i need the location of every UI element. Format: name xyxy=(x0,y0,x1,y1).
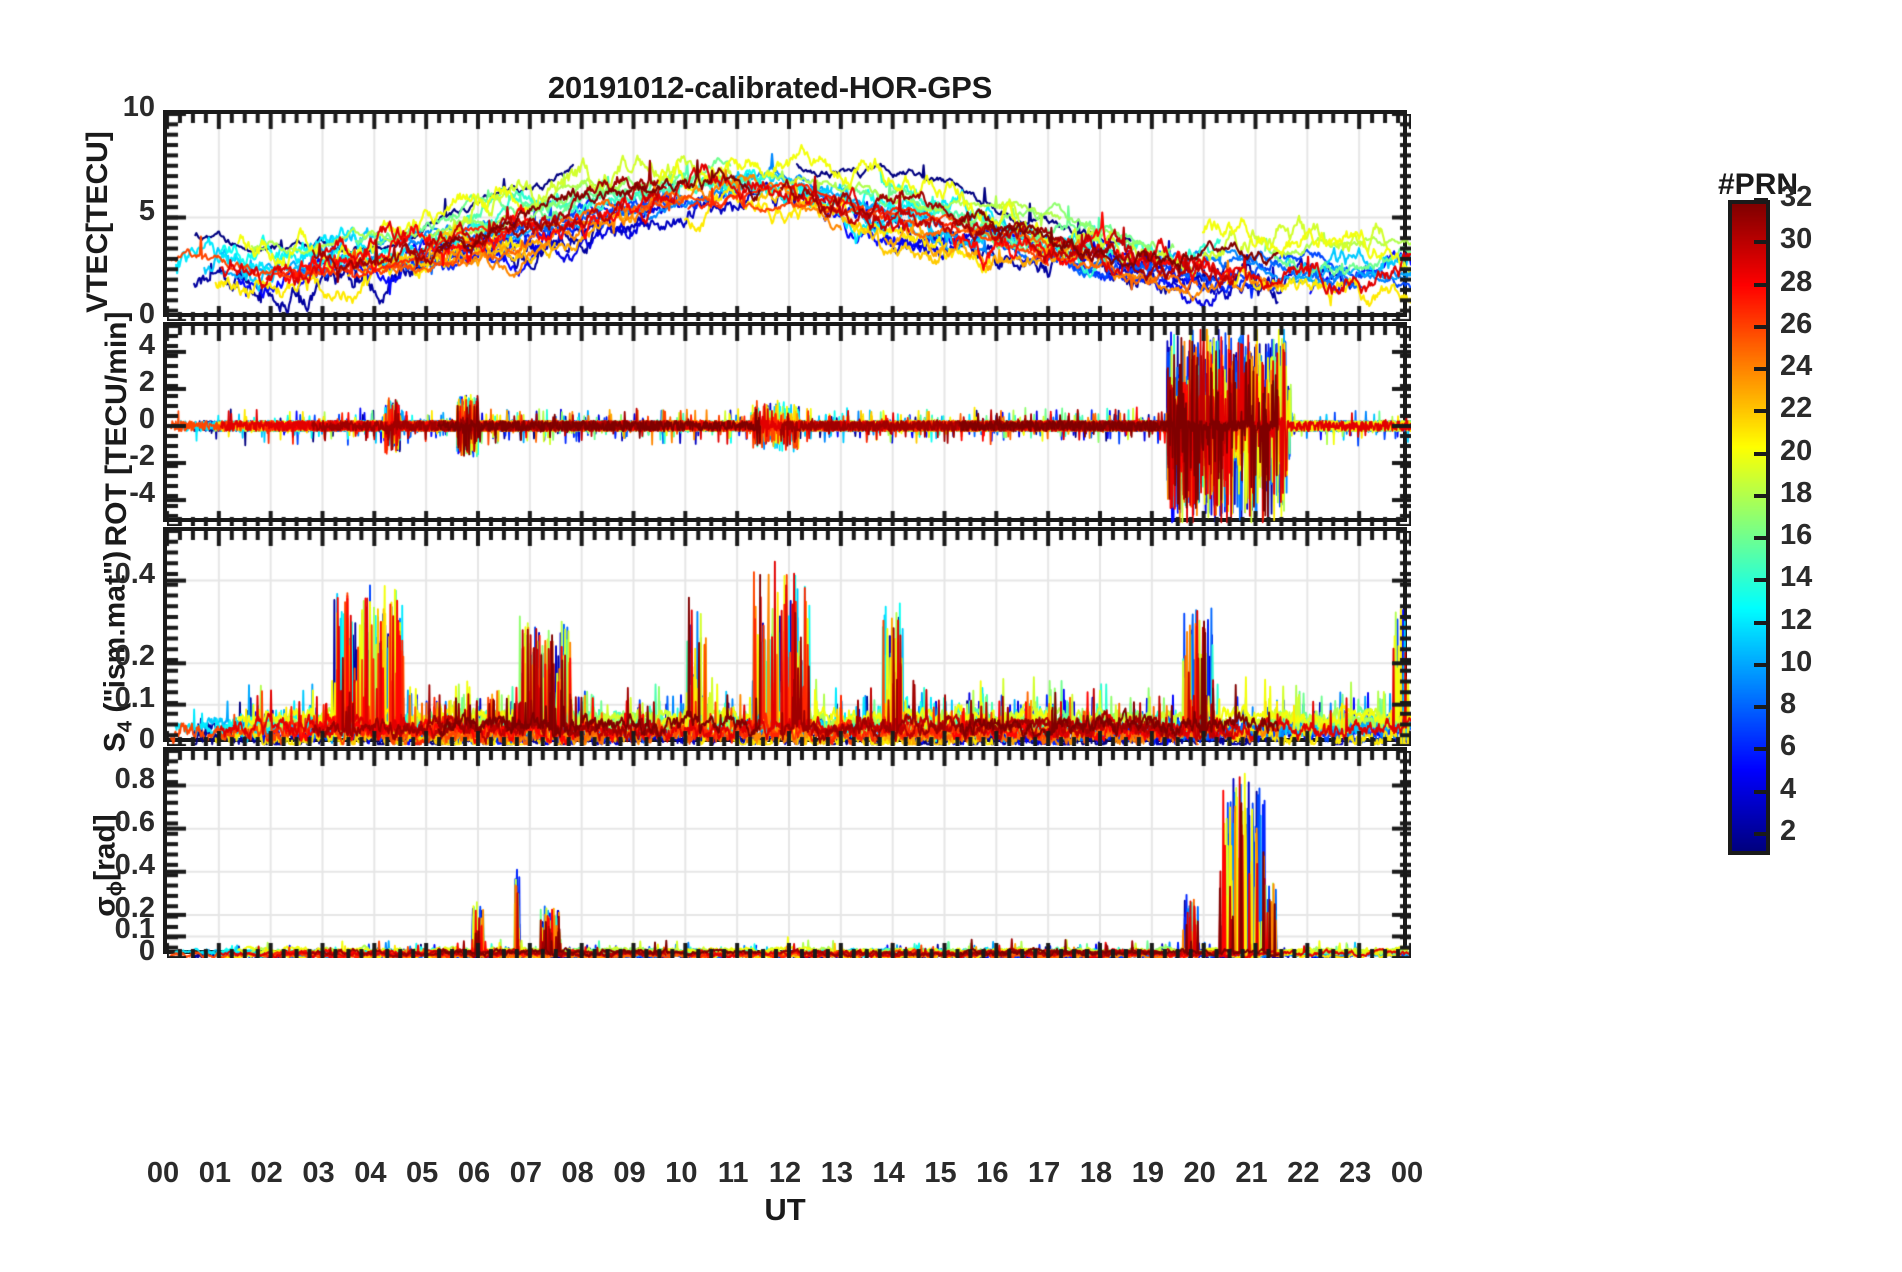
vtec-canvas xyxy=(167,114,1411,321)
xtick-22-22: 22 xyxy=(1287,1157,1320,1189)
xtick-14-14: 14 xyxy=(872,1157,905,1189)
sigma-phi-canvas xyxy=(167,751,1411,958)
colorbar-tickmark-22 xyxy=(1754,409,1768,414)
colorbar-tick-26: 26 xyxy=(1780,307,1813,340)
page-title: 20191012-calibrated-HOR-GPS xyxy=(547,70,993,105)
xtick-02-2: 02 xyxy=(250,1157,283,1189)
colorbar-gradient xyxy=(1732,204,1766,851)
colorbar-tick-28: 28 xyxy=(1780,265,1813,298)
xtick-19-19: 19 xyxy=(1131,1157,1164,1189)
xtick-20-20: 20 xyxy=(1183,1157,1216,1189)
rot-ytick-1: 2 xyxy=(138,365,155,398)
xtick-18-18: 18 xyxy=(1079,1157,1113,1189)
s4-ytick-0: 0.4 xyxy=(114,557,155,590)
xtick-12-12: 12 xyxy=(768,1157,802,1189)
colorbar-tickmark-18 xyxy=(1754,493,1768,498)
colorbar-tick-32: 32 xyxy=(1780,181,1813,213)
colorbar-tickmark-28 xyxy=(1754,282,1768,287)
xtick-03-3: 03 xyxy=(302,1157,335,1189)
vtec-ytick-0: 10 xyxy=(122,91,155,123)
s4-ytick-1: 0.2 xyxy=(114,640,155,673)
colorbar-tickmark-6 xyxy=(1754,747,1768,752)
colorbar-tickmark-32 xyxy=(1754,198,1768,202)
xtick-17-17: 17 xyxy=(1028,1157,1061,1189)
colorbar-tickmark-8 xyxy=(1754,705,1768,710)
xtick-05-5: 05 xyxy=(406,1157,439,1189)
colorbar-tickmark-24 xyxy=(1754,367,1768,372)
colorbar-tick-24: 24 xyxy=(1780,350,1813,383)
rot-ytick-4: -4 xyxy=(129,477,155,510)
plot-panel-s4 xyxy=(163,527,1411,746)
sigma-phi-ytick-4: 0.1 xyxy=(114,913,155,946)
rot-ytick-3: -2 xyxy=(129,440,155,473)
xtick-00-24: 00 xyxy=(1390,1157,1424,1189)
xtick-21-21: 21 xyxy=(1235,1157,1268,1189)
x-axis-label: UT xyxy=(764,1192,806,1227)
colorbar-tick-8: 8 xyxy=(1780,688,1797,721)
colorbar-tickmark-16 xyxy=(1754,536,1768,541)
vtec-ytick-2: 0 xyxy=(138,298,155,330)
rot-canvas xyxy=(167,326,1411,526)
sigma-phi-ytick-5: 0 xyxy=(138,935,155,967)
sigma-phi-ytick-3: 0.2 xyxy=(114,891,155,924)
xtick-16-16: 16 xyxy=(976,1157,1009,1189)
xtick-07-7: 07 xyxy=(509,1157,542,1189)
s4-ytick-2: 0.1 xyxy=(114,681,155,714)
xtick-00-0: 00 xyxy=(146,1157,180,1189)
colorbar-tick-2: 2 xyxy=(1780,814,1797,847)
colorbar-tickmark-2 xyxy=(1754,831,1768,836)
rot-ytick-0: 4 xyxy=(138,328,155,361)
colorbar-tickmark-12 xyxy=(1754,620,1768,625)
xtick-10-10: 10 xyxy=(665,1157,698,1189)
colorbar-tick-30: 30 xyxy=(1780,223,1813,256)
colorbar-tick-20: 20 xyxy=(1780,434,1813,467)
xtick-04-4: 04 xyxy=(354,1157,387,1189)
xtick-13-13: 13 xyxy=(820,1157,853,1189)
colorbar-tick-14: 14 xyxy=(1780,561,1813,594)
colorbar-tickmark-4 xyxy=(1754,789,1768,794)
xtick-15-15: 15 xyxy=(924,1157,957,1189)
xtick-06-6: 06 xyxy=(457,1157,491,1189)
colorbar-tickmark-26 xyxy=(1754,324,1768,329)
xtick-23-23: 23 xyxy=(1339,1157,1372,1189)
colorbar xyxy=(1728,200,1770,855)
colorbar-tick-16: 16 xyxy=(1780,519,1813,552)
xtick-01-1: 01 xyxy=(198,1157,231,1189)
colorbar-tickmark-10 xyxy=(1754,662,1768,667)
s4-canvas xyxy=(167,531,1411,746)
xtick-09-9: 09 xyxy=(613,1157,646,1189)
colorbar-tickmark-14 xyxy=(1754,578,1768,583)
xtick-08-8: 08 xyxy=(561,1157,594,1189)
vtec-ytick-1: 5 xyxy=(138,194,155,227)
colorbar-title: #PRN xyxy=(1718,168,1799,201)
sigma-phi-ytick-0: 0.8 xyxy=(114,762,155,795)
plot-panel-sigma-phi xyxy=(163,747,1411,958)
colorbar-tick-6: 6 xyxy=(1780,730,1797,763)
colorbar-tick-10: 10 xyxy=(1780,645,1813,678)
plot-panel-rot xyxy=(163,322,1411,526)
xtick-11-11: 11 xyxy=(717,1157,749,1189)
sigma-phi-ytick-2: 0.4 xyxy=(114,848,155,881)
plot-panel-vtec xyxy=(163,110,1411,321)
colorbar-tick-4: 4 xyxy=(1780,772,1797,805)
s4-ytick-3: 0 xyxy=(138,723,155,755)
colorbar-tick-22: 22 xyxy=(1780,392,1813,425)
colorbar-tick-18: 18 xyxy=(1780,476,1813,509)
rot-ytick-2: 0 xyxy=(138,403,155,435)
sigma-phi-ytick-1: 0.6 xyxy=(114,805,155,838)
colorbar-tickmark-20 xyxy=(1754,451,1768,456)
colorbar-tick-12: 12 xyxy=(1780,603,1813,636)
colorbar-tickmark-30 xyxy=(1754,240,1768,245)
